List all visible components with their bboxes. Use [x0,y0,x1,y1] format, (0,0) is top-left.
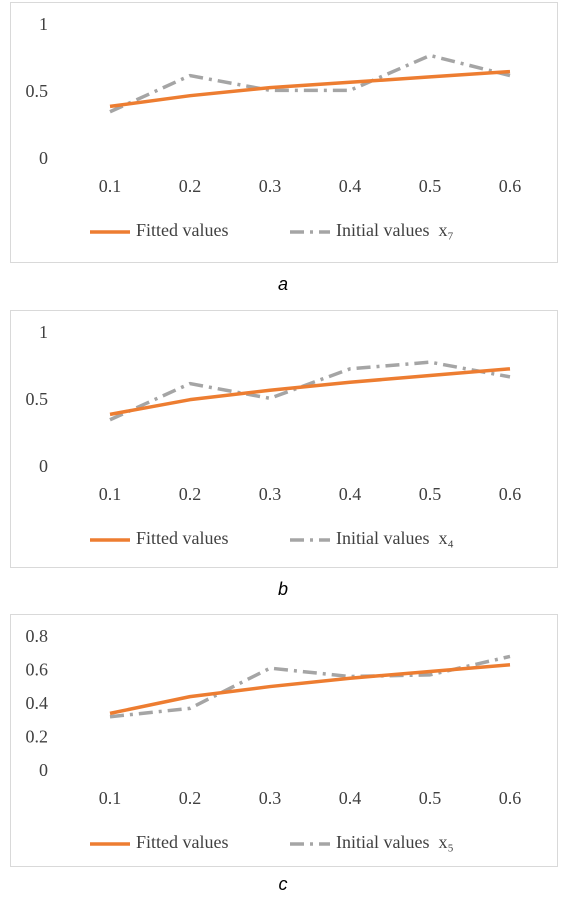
x-tick-label: 0.3 [259,176,282,196]
y-tick-label: 0 [39,760,48,780]
x-tick-label: 0.6 [499,484,522,504]
x-tick-label: 0.4 [339,176,362,196]
panel-border [10,614,558,867]
legend-label: Initial values x₅ [336,832,454,852]
x-tick-label: 0.6 [499,788,522,808]
series-line [109,367,511,417]
caption: b [278,579,288,599]
series-line [109,360,511,422]
series-line [109,654,511,719]
y-tick-label: 0 [39,456,48,476]
x-tick-label: 0.2 [179,176,202,196]
y-tick-label: 0 [39,148,48,168]
x-tick-label: 0.3 [259,484,282,504]
y-tick-label: 0.5 [26,389,49,409]
x-tick-label: 0.6 [499,176,522,196]
series-line [109,663,511,716]
y-tick-label: 0.5 [26,81,49,101]
series-line [109,53,511,114]
caption: a [278,274,288,294]
caption: c [279,874,288,894]
y-tick-label: 0.2 [26,727,49,747]
x-tick-label: 0.4 [339,484,362,504]
y-tick-label: 1 [39,14,48,34]
x-tick-label: 0.1 [99,788,122,808]
panel-border [10,2,558,263]
x-tick-label: 0.5 [419,484,442,504]
panel-border [10,310,558,568]
x-tick-label: 0.5 [419,176,442,196]
x-tick-label: 0.5 [419,788,442,808]
x-tick-label: 0.1 [99,484,122,504]
x-tick-label: 0.1 [99,176,122,196]
legend-label: Fitted values [136,832,229,852]
legend-label: Fitted values [136,528,229,548]
x-tick-label: 0.4 [339,788,362,808]
y-tick-label: 1 [39,322,48,342]
legend-label: Initial values x₄ [336,528,454,548]
y-tick-label: 0.6 [26,660,49,680]
x-tick-label: 0.3 [259,788,282,808]
series-line [109,69,511,109]
x-tick-label: 0.2 [179,484,202,504]
y-tick-label: 0.4 [26,693,49,713]
legend-label: Fitted values [136,220,229,240]
legend-label: Initial values x₇ [336,220,454,240]
x-tick-label: 0.2 [179,788,202,808]
y-tick-label: 0.8 [26,626,49,646]
